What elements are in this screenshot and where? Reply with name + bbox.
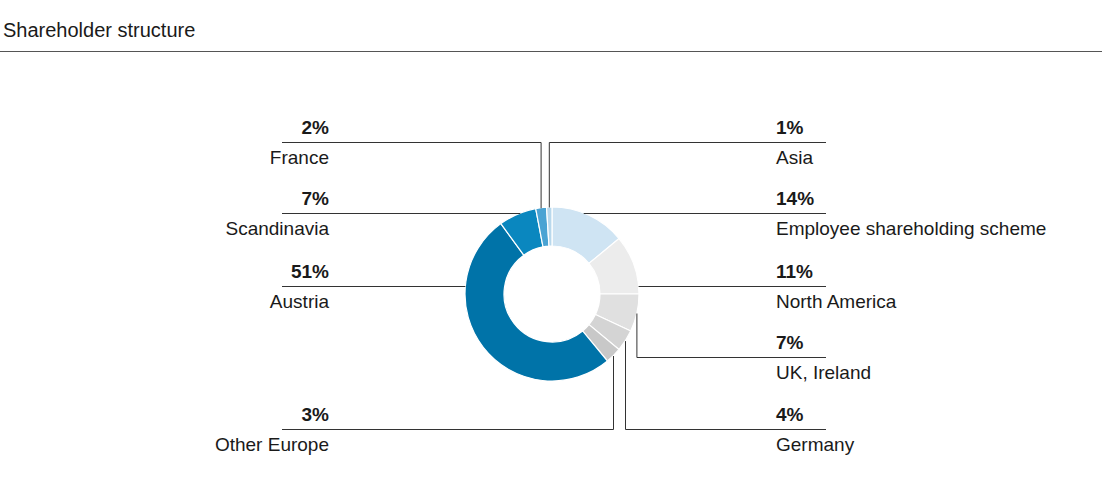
leader-line <box>282 356 614 430</box>
category-label: Other Europe <box>215 434 329 455</box>
category-label: Employee shareholding scheme <box>776 218 1046 239</box>
category-label: North America <box>776 291 897 312</box>
category-label: France <box>270 147 329 168</box>
donut-slice <box>547 207 552 246</box>
category-label: Austria <box>270 291 330 312</box>
leader-line <box>637 314 826 358</box>
leader-line <box>639 286 826 287</box>
leader-line <box>282 286 465 287</box>
category-label: Asia <box>776 147 813 168</box>
leader-line <box>626 341 827 429</box>
data-label: 1% <box>776 117 804 138</box>
data-label: 11% <box>776 261 813 282</box>
title-rule <box>0 51 1102 52</box>
data-label: 7% <box>776 332 804 353</box>
category-label: Germany <box>776 434 855 455</box>
leader-line <box>584 213 826 214</box>
data-label: 4% <box>776 404 804 425</box>
chart-title: Shareholder structure <box>3 19 195 41</box>
data-label: 51% <box>291 261 329 282</box>
leader-line <box>549 143 826 208</box>
chart-root: Shareholder structure 14% Employee shareho… <box>0 0 1102 477</box>
category-label: UK, Ireland <box>776 362 871 383</box>
data-label: 14% <box>776 188 814 209</box>
category-label: Scandinavia <box>225 218 329 239</box>
leader-line <box>282 213 520 214</box>
slices <box>465 207 639 381</box>
data-label: 3% <box>302 404 330 425</box>
data-label: 2% <box>302 117 330 138</box>
data-label: 7% <box>302 188 330 209</box>
labels: 14% Employee shareholding scheme 11% North … <box>215 117 1046 455</box>
donut-slice <box>589 239 639 294</box>
